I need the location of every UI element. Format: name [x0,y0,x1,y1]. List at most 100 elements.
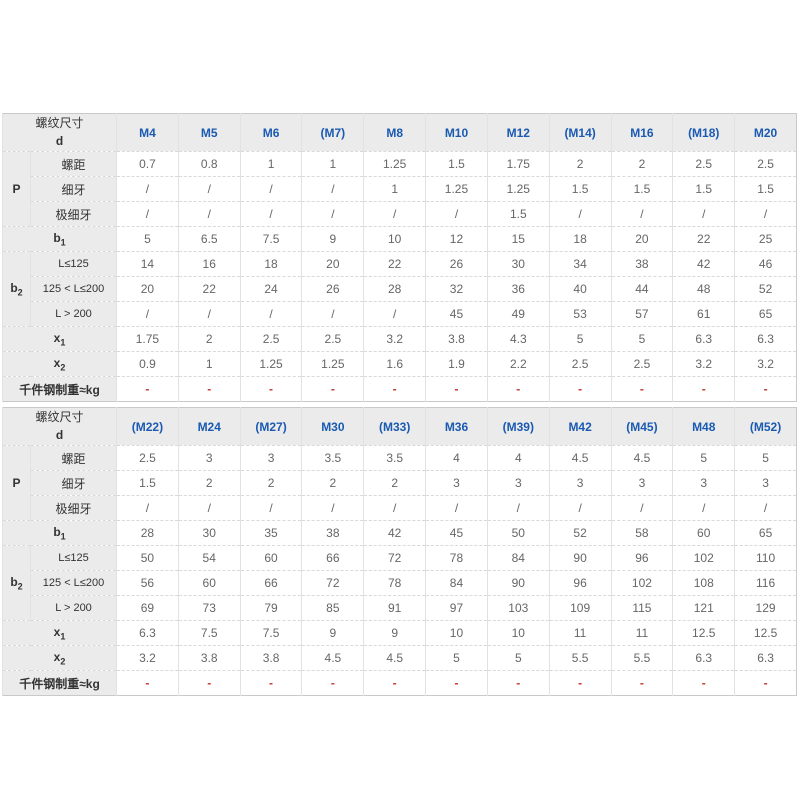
value-cell: 3 [239,445,302,471]
value-cell: 25 [734,226,797,252]
value-cell: 121 [672,595,735,621]
dash-cell: - [239,376,302,402]
row-label-cell: x2 [1,645,117,671]
value-cell: 4.5 [363,645,426,671]
value-cell: 110 [734,545,797,571]
corner-header-thread-size: 螺纹尺寸 d [1,407,117,446]
value-cell: / [301,201,364,227]
value-cell: 1.5 [425,151,488,177]
corner-header-line2: d [55,427,64,442]
value-cell: 3.2 [116,645,179,671]
table-row: 125 < L≤200 20 22 24 26 28 32 36 40 44 48 52 [3,276,797,302]
value-cell: 28 [116,520,179,546]
row-label-cell: 极细牙 [29,495,117,521]
value-cell: 78 [425,545,488,571]
value-cell: 61 [672,301,735,327]
dash-cell: - [734,670,797,696]
value-cell: 22 [363,251,426,277]
dash-cell: - [239,670,302,696]
dash-cell: - [116,670,179,696]
value-cell: 4.3 [486,326,550,352]
value-cell: 0.8 [177,151,241,177]
value-cell: 6.3 [734,326,797,352]
tables-host: 螺纹尺寸 d M4 M5 M6 (M7) M8 M10 M12 (M14) M16 (M18) M20 P… [1,113,797,696]
value-cell: / [177,495,241,521]
dash-cell: - [177,670,241,696]
row-label-cell: x1 [1,326,117,352]
size-column-header: M4 [116,113,179,152]
value-cell: 5 [486,645,550,671]
size-column-header: M5 [177,113,241,152]
header-row: 螺纹尺寸 d M4 M5 M6 (M7) M8 M10 M12 (M14) M16 (M18) M20 [1,113,797,152]
value-cell: 1.25 [239,351,302,377]
value-cell: 73 [177,595,241,621]
value-cell: 72 [363,545,426,571]
value-cell: 5 [610,326,673,352]
value-cell: 69 [116,595,179,621]
value-cell: 57 [610,301,673,327]
value-cell: 1.25 [363,151,426,177]
value-cell: 1.25 [425,176,488,202]
value-cell: 20 [116,276,179,302]
value-cell: 10 [425,620,488,646]
value-cell: 1.6 [363,351,426,377]
value-cell: 2.5 [301,326,364,352]
size-column-header: (M52) [734,407,797,446]
value-cell: 4 [425,445,488,471]
value-cell: 65 [734,520,797,546]
value-cell: 1.5 [486,201,550,227]
row-label-cell: L > 200 [29,595,117,621]
row-label-cell: b1 [1,520,117,546]
value-cell: 18 [239,251,302,277]
value-cell: 1 [301,151,364,177]
group-label-cell: b2 [2,251,31,327]
value-cell: / [734,201,797,227]
value-cell: 5 [734,445,797,471]
value-cell: 9 [363,620,426,646]
size-column-header: M8 [363,113,426,152]
row-label-cell: 螺距 [29,151,117,177]
value-cell: / [363,495,426,521]
value-cell: 2 [363,470,426,496]
value-cell: 2.5 [610,351,673,377]
value-cell: 52 [734,276,797,302]
value-cell: 1.5 [734,176,797,202]
dash-cell: - [672,376,735,402]
value-cell: 109 [548,595,612,621]
value-cell: 103 [486,595,550,621]
value-cell: / [548,201,612,227]
value-cell: 115 [610,595,673,621]
table-row: P 螺距 0.7 0.8 1 1 1.25 1.5 1.75 2 2 2.5 2.5 [2,151,797,227]
size-column-header: M20 [734,113,797,152]
dash-cell: - [363,670,426,696]
value-cell: 40 [548,276,612,302]
value-cell: / [734,495,797,521]
value-cell: 50 [486,520,550,546]
value-cell: 52 [548,520,612,546]
row-label-cell: 125 < L≤200 [29,276,117,302]
value-cell: 6.3 [116,620,179,646]
value-cell: 50 [116,545,179,571]
table-row: 千件钢制重≈kg - - - - - - - - - - - [1,670,797,696]
value-cell: 1.5 [116,470,179,496]
value-cell: / [239,201,302,227]
value-cell: 18 [548,226,612,252]
value-cell: 91 [363,595,426,621]
table-row: 细牙 / / //1 1.25 1.25 1.5 1.5 1.5 1.5 [3,176,797,202]
value-cell: 45 [425,520,488,546]
size-column-header: (M27) [239,407,302,446]
value-cell: 2 [301,470,364,496]
value-cell: 2 [239,470,302,496]
value-cell: 1 [177,351,241,377]
value-cell: 5 [548,326,612,352]
value-cell: 2.2 [486,351,550,377]
value-cell: 60 [177,570,241,596]
row-label-cell: b1 [1,226,117,252]
value-cell: 1.25 [486,176,550,202]
value-cell: 1.5 [548,176,612,202]
value-cell: / [425,495,488,521]
value-cell: 129 [734,595,797,621]
dash-cell: - [486,376,550,402]
value-cell: 1.5 [672,176,735,202]
value-cell: 26 [301,276,364,302]
